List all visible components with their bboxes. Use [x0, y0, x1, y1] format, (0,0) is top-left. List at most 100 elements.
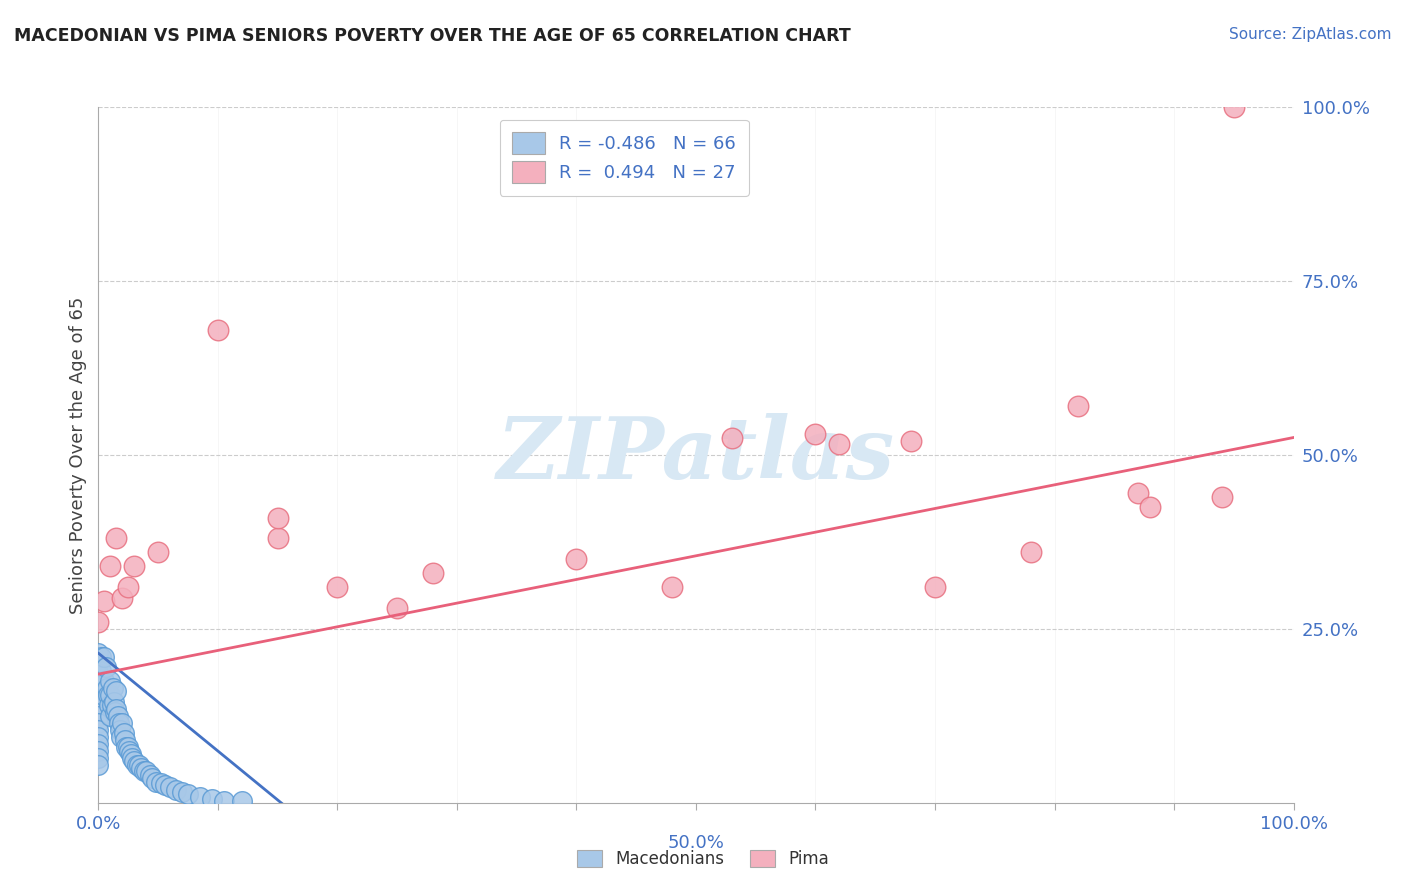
- Point: [165, 783, 187, 797]
- Point: [91, 677, 114, 691]
- Point: [565, 552, 588, 566]
- Point: [111, 715, 134, 730]
- Point: [118, 744, 141, 758]
- Point: [101, 681, 124, 695]
- Point: [110, 730, 132, 744]
- Point: [149, 776, 172, 790]
- Point: [112, 726, 135, 740]
- Point: [100, 698, 122, 713]
- Point: [172, 785, 194, 799]
- Point: [87, 702, 110, 716]
- Y-axis label: Seniors Poverty Over the Age of 65: Seniors Poverty Over the Age of 65: [69, 296, 87, 614]
- Point: [98, 698, 121, 713]
- Point: [98, 559, 122, 574]
- Point: [159, 780, 181, 795]
- Point: [91, 688, 114, 702]
- Point: [132, 764, 155, 779]
- Point: [1128, 486, 1150, 500]
- Point: [177, 788, 200, 802]
- Point: [87, 695, 110, 709]
- Point: [94, 660, 117, 674]
- Point: [267, 510, 290, 524]
- Point: [98, 688, 122, 702]
- Point: [87, 674, 110, 689]
- Point: [828, 437, 851, 451]
- Text: 50.0%: 50.0%: [668, 834, 724, 852]
- Point: [115, 740, 138, 755]
- Point: [87, 737, 110, 751]
- Point: [87, 715, 110, 730]
- Point: [108, 723, 131, 737]
- Point: [1211, 490, 1233, 504]
- Point: [87, 708, 110, 723]
- Point: [90, 664, 112, 678]
- Point: [135, 764, 157, 779]
- Point: [87, 730, 110, 744]
- Point: [1019, 545, 1042, 559]
- Point: [105, 684, 128, 698]
- Point: [326, 580, 349, 594]
- Point: [128, 757, 150, 772]
- Point: [87, 681, 110, 695]
- Point: [201, 792, 224, 806]
- Point: [212, 794, 235, 808]
- Point: [141, 772, 163, 786]
- Point: [1067, 399, 1090, 413]
- Point: [98, 674, 122, 689]
- Point: [87, 688, 110, 702]
- Point: [231, 794, 253, 808]
- Point: [90, 649, 112, 664]
- Point: [124, 559, 146, 574]
- Point: [87, 723, 110, 737]
- Point: [87, 750, 110, 764]
- Point: [125, 757, 148, 772]
- Point: [111, 591, 134, 605]
- Point: [721, 430, 744, 444]
- Point: [98, 708, 122, 723]
- Point: [131, 761, 153, 775]
- Point: [422, 566, 444, 581]
- Point: [804, 427, 827, 442]
- Point: [124, 754, 146, 768]
- Point: [139, 768, 162, 782]
- Point: [900, 434, 922, 448]
- Point: [148, 545, 170, 559]
- Point: [107, 715, 129, 730]
- Point: [87, 667, 110, 681]
- Text: MACEDONIAN VS PIMA SENIORS POVERTY OVER THE AGE OF 65 CORRELATION CHART: MACEDONIAN VS PIMA SENIORS POVERTY OVER …: [14, 27, 851, 45]
- Point: [105, 702, 128, 716]
- Point: [117, 580, 139, 594]
- Point: [267, 532, 290, 546]
- Point: [924, 580, 946, 594]
- Point: [155, 778, 177, 793]
- Point: [661, 580, 683, 594]
- Legend: R = -0.486   N = 66, R =  0.494   N = 27: R = -0.486 N = 66, R = 0.494 N = 27: [499, 120, 749, 196]
- Point: [114, 733, 136, 747]
- Point: [97, 688, 120, 702]
- Point: [104, 706, 127, 720]
- Point: [107, 708, 129, 723]
- Point: [121, 750, 143, 764]
- Legend: Macedonians, Pima: Macedonians, Pima: [571, 843, 835, 875]
- Point: [1223, 100, 1246, 114]
- Point: [105, 532, 128, 546]
- Text: ZIPatlas: ZIPatlas: [496, 413, 896, 497]
- Point: [207, 323, 229, 337]
- Point: [385, 601, 409, 615]
- Point: [93, 649, 115, 664]
- Point: [103, 695, 125, 709]
- Point: [188, 790, 211, 805]
- Point: [87, 757, 110, 772]
- Point: [96, 681, 118, 695]
- Point: [87, 744, 110, 758]
- Point: [145, 775, 167, 789]
- Point: [93, 674, 115, 689]
- Point: [1139, 500, 1161, 514]
- Point: [87, 646, 110, 660]
- Point: [120, 747, 142, 761]
- Point: [87, 615, 110, 629]
- Point: [87, 657, 110, 671]
- Point: [93, 594, 115, 608]
- Text: Source: ZipAtlas.com: Source: ZipAtlas.com: [1229, 27, 1392, 42]
- Point: [117, 740, 139, 755]
